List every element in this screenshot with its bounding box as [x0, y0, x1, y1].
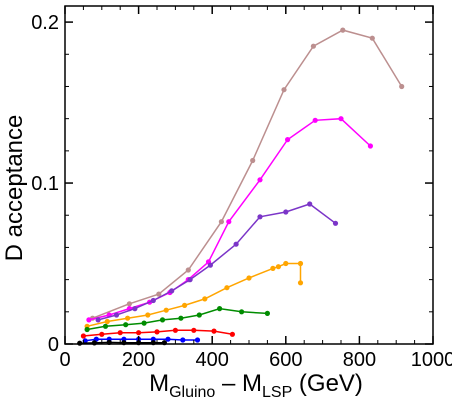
data-point: [178, 315, 184, 321]
data-point: [285, 137, 291, 143]
series-6: [80, 327, 235, 339]
data-point: [281, 87, 287, 93]
data-point: [207, 262, 213, 268]
data-point: [182, 302, 188, 308]
data-point: [154, 329, 160, 335]
x-tick-label: 600: [269, 349, 302, 371]
x-tick-label: 800: [343, 349, 376, 371]
data-point: [367, 143, 373, 149]
data-point: [226, 219, 232, 225]
data-point: [211, 328, 217, 334]
series-3: [95, 201, 339, 323]
data-point: [340, 27, 346, 33]
data-point: [123, 322, 129, 328]
data-point: [185, 267, 191, 273]
data-point: [233, 241, 239, 247]
data-point: [141, 320, 147, 326]
data-point: [239, 309, 245, 315]
data-point: [196, 312, 202, 318]
data-point: [283, 260, 289, 267]
data-point: [126, 301, 132, 307]
data-point: [283, 209, 289, 215]
x-tick-label: 400: [196, 349, 229, 371]
data-point: [191, 327, 197, 333]
data-point: [156, 291, 162, 297]
data-point: [125, 315, 131, 321]
data-point: [310, 43, 316, 49]
data-point: [86, 317, 92, 323]
data-point: [180, 337, 186, 343]
data-point: [104, 318, 110, 325]
data-point: [95, 317, 101, 323]
series-line: [86, 262, 302, 328]
x-axis-title-sub1: Gluino: [169, 384, 215, 401]
data-point: [297, 280, 304, 286]
x-tick-label: 200: [122, 349, 155, 371]
data-point: [102, 323, 109, 329]
y-tick-label: 0.2: [31, 12, 59, 34]
x-axis-title-unit: (GeV): [292, 370, 363, 397]
data-point: [312, 117, 318, 123]
data-point: [307, 201, 313, 207]
data-point: [246, 275, 252, 281]
data-point: [163, 307, 169, 313]
x-axis-title-sub2: LSP: [262, 384, 292, 401]
series-layer: [77, 27, 405, 346]
data-point: [264, 310, 270, 316]
data-point: [257, 177, 263, 183]
data-point: [275, 264, 281, 270]
x-tick-label: 1000: [411, 349, 452, 371]
series-line: [92, 29, 403, 319]
y-tick-label: 0: [48, 334, 59, 356]
data-point: [250, 157, 256, 164]
data-point: [132, 306, 138, 312]
axes-layer: 0 200 400 600 800 1000 0 0.1 0.2: [31, 5, 452, 371]
data-point: [99, 331, 105, 337]
data-point: [80, 333, 86, 339]
data-point: [187, 277, 193, 283]
data-point: [194, 337, 201, 343]
data-point: [297, 260, 304, 267]
data-point: [136, 330, 142, 336]
x-axis-title-main: M: [149, 370, 169, 397]
data-point: [338, 116, 344, 122]
y-axis-title: D acceptance: [1, 115, 28, 262]
data-point: [257, 214, 263, 220]
x-axis-title-mid: – M: [215, 370, 262, 397]
data-point: [159, 317, 166, 323]
plot-frame: [64, 5, 434, 345]
data-point: [218, 219, 224, 225]
series-1: [90, 27, 405, 321]
data-point: [399, 83, 405, 90]
data-point: [165, 336, 171, 342]
data-point: [169, 288, 175, 294]
series-line: [97, 203, 336, 321]
y-tick-label: 0.1: [31, 173, 59, 195]
x-axis-title: MGluino – MLSP (GeV): [149, 370, 363, 401]
data-point: [217, 306, 223, 312]
data-point: [172, 327, 178, 333]
data-point: [270, 265, 276, 271]
series-5: [84, 306, 270, 333]
data-point: [84, 326, 90, 333]
series-4: [84, 260, 304, 329]
data-point: [202, 296, 208, 302]
data-point: [145, 312, 151, 318]
series-line: [86, 307, 268, 331]
data-point: [117, 330, 123, 336]
x-tick-label: 0: [59, 349, 70, 371]
data-point: [224, 285, 230, 291]
data-point: [229, 331, 235, 337]
data-point: [113, 312, 120, 318]
data-point: [150, 297, 156, 304]
data-point: [369, 35, 375, 41]
data-point: [77, 340, 83, 346]
data-point: [332, 220, 339, 226]
